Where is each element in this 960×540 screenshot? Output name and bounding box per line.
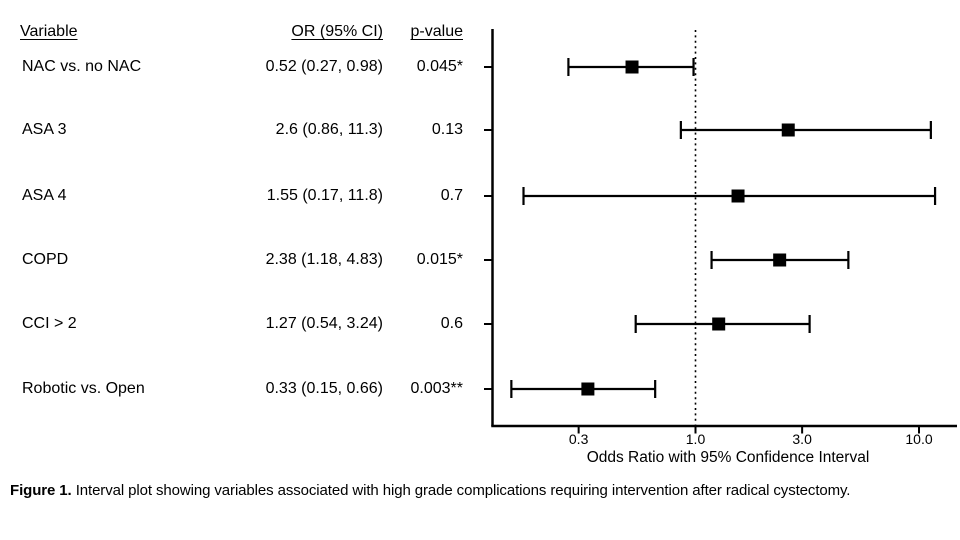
or-point-marker	[781, 123, 795, 137]
col-header-p-value: p-value	[410, 23, 463, 40]
figure-caption: Figure 1. Interval plot showing variable…	[10, 482, 954, 500]
row-or-ci-value: 2.6 (0.86, 11.3)	[275, 121, 383, 138]
x-axis-title: Odds Ratio with 95% Confidence Interval	[587, 449, 870, 466]
row-or-ci-value: 0.33 (0.15, 0.66)	[265, 380, 383, 397]
row-or-ci-value: 1.55 (0.17, 11.8)	[266, 187, 383, 204]
row-p-value: 0.6	[440, 315, 463, 332]
or-point-marker	[731, 189, 745, 203]
row-p-value: 0.045*	[416, 58, 463, 75]
row-variable-label: ASA 3	[22, 121, 67, 138]
x-tick-label: 0.3	[569, 431, 589, 447]
row-variable-label: CCI > 2	[22, 315, 77, 332]
col-header-or-ci: OR (95% CI)	[291, 23, 383, 40]
row-variable-label: Robotic vs. Open	[22, 380, 145, 397]
figure-caption-text: Interval plot showing variables associat…	[71, 482, 851, 499]
col-header-variable: Variable	[20, 23, 78, 40]
row-p-value: 0.003**	[410, 380, 464, 397]
or-point-marker	[773, 253, 787, 267]
row-variable-label: COPD	[22, 251, 69, 268]
x-tick-label: 10.0	[905, 431, 932, 447]
row-or-ci-value: 1.27 (0.54, 3.24)	[265, 315, 383, 332]
or-point-marker	[625, 60, 639, 74]
row-p-value: 0.13	[431, 121, 463, 138]
figure-caption-label: Figure 1.	[10, 482, 72, 499]
row-p-value: 0.7	[440, 187, 463, 204]
row-variable-label: ASA 4	[22, 187, 67, 204]
row-variable-label: NAC vs. no NAC	[22, 58, 142, 75]
row-or-ci-value: 0.52 (0.27, 0.98)	[265, 58, 383, 75]
or-point-marker	[581, 382, 595, 396]
x-tick-label: 1.0	[686, 431, 706, 447]
row-or-ci-value: 2.38 (1.18, 4.83)	[265, 251, 383, 268]
row-p-value: 0.015*	[416, 251, 463, 268]
or-point-marker	[712, 317, 726, 331]
x-tick-label: 3.0	[792, 431, 812, 447]
